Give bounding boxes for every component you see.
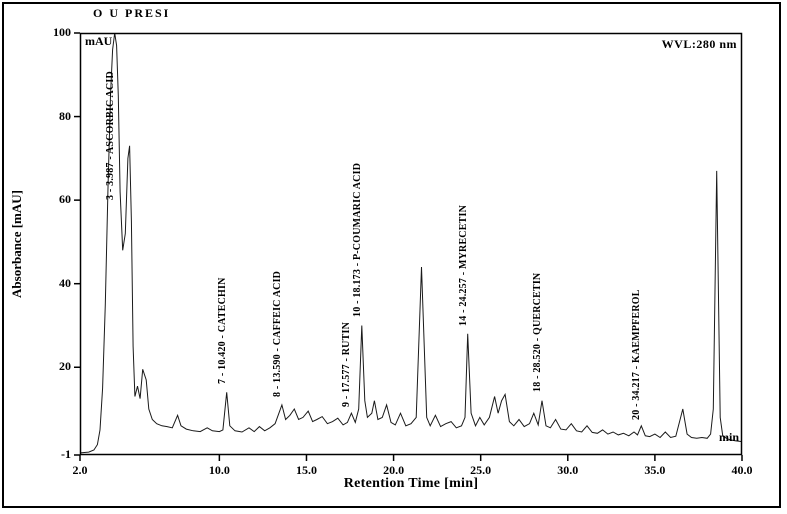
peak-label-kaempferol: 20 - 34.217 - KAEMPFEROL bbox=[631, 288, 643, 420]
peak-label-myrecetin: 14 - 24.257 - MYRECETIN bbox=[457, 204, 469, 326]
x-tick-label: 25.0 bbox=[470, 463, 492, 477]
x-tick-label: 10.0 bbox=[208, 463, 230, 477]
peak-label-quercetin: 18 - 28.520 - QUERCETIN bbox=[532, 272, 543, 393]
y-tick-label: 40 bbox=[59, 275, 71, 290]
peak-label-caffeic-acid: 8 - 13.590 - CAFFEIC ACID bbox=[271, 270, 283, 397]
y-tick-label: 20 bbox=[59, 359, 71, 374]
x-tick-label: 40.0 bbox=[731, 463, 753, 477]
peak-label-rutin: 9 - 17.577 - RUTIN bbox=[341, 322, 353, 407]
peak-label-catechin: 7 - 10.420 - CATECHIN bbox=[216, 277, 228, 384]
plot-area: 3 - 3.987 - ASCORBIC ACID 7 - 10.420 - CA… bbox=[80, 33, 742, 455]
x-tick-label: 2.0 bbox=[72, 463, 88, 477]
sample-name: O U PRESI bbox=[93, 6, 171, 20]
chromatogram-trace bbox=[80, 33, 742, 454]
peak-label-ascorbic-acid: 3 - 3.987 - ASCORBIC ACID bbox=[104, 71, 116, 201]
wavelength-label: WVL:280 nm bbox=[661, 37, 737, 51]
y-tick-label: 100 bbox=[53, 25, 71, 40]
x-tick-label: 20.0 bbox=[383, 463, 405, 477]
x-unit-label: min bbox=[719, 430, 740, 444]
peak-label-p-coumaric-acid: 10 - 18.173 - P-COUMARIC ACID bbox=[351, 162, 363, 318]
x-tick-label: 35.0 bbox=[644, 463, 666, 477]
y-tick-label: 60 bbox=[59, 192, 71, 207]
y-unit-label: mAU bbox=[85, 34, 113, 48]
x-tick-label: 30.0 bbox=[557, 463, 579, 477]
y-axis-title: Absorbance [mAU] bbox=[9, 190, 24, 298]
y-tick-label: 80 bbox=[59, 108, 71, 123]
y-tick-label: -1 bbox=[61, 447, 71, 462]
x-tick-label: 15.0 bbox=[295, 463, 317, 477]
x-axis-title: Retention Time [min] bbox=[343, 476, 479, 491]
